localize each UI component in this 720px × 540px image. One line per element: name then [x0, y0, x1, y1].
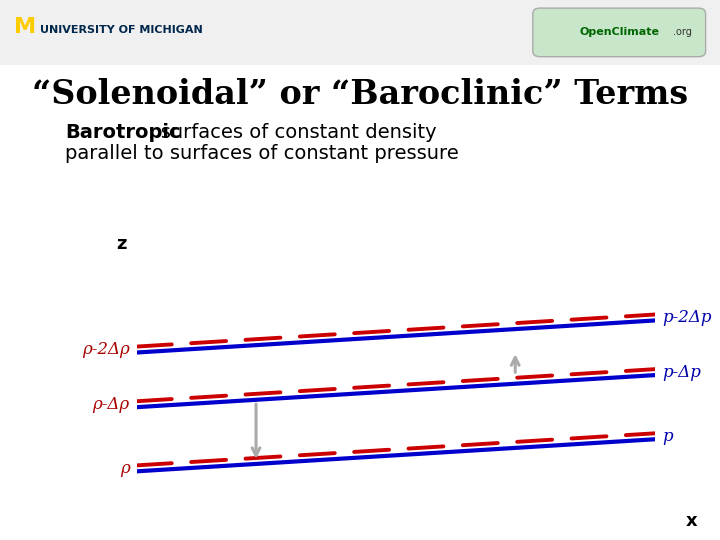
Bar [0, 0, 720, 65]
Text: “Solenoidal” or “Baroclinic” Terms: “Solenoidal” or “Baroclinic” Terms [32, 78, 688, 111]
Text: parallel to surfaces of constant pressure: parallel to surfaces of constant pressur… [65, 144, 459, 164]
Text: x: x [685, 512, 697, 530]
Text: Barotropic: Barotropic [65, 123, 181, 142]
Text: ρ-2Δρ: ρ-2Δρ [82, 341, 130, 358]
Text: z: z [116, 235, 127, 253]
Text: UNIVERSITY OF MICHIGAN: UNIVERSITY OF MICHIGAN [40, 25, 202, 35]
Text: OpenClimate: OpenClimate [579, 28, 660, 37]
Text: p-Δp: p-Δp [662, 363, 701, 381]
Text: .org: .org [673, 28, 692, 37]
Text: M: M [14, 17, 37, 37]
Text: : surfaces of constant density: : surfaces of constant density [148, 123, 436, 142]
FancyBboxPatch shape [533, 8, 706, 57]
Text: p: p [662, 428, 673, 445]
Text: ρ-Δρ: ρ-Δρ [92, 396, 130, 413]
Text: ρ: ρ [120, 460, 130, 477]
Text: p-2Δp: p-2Δp [662, 309, 712, 326]
